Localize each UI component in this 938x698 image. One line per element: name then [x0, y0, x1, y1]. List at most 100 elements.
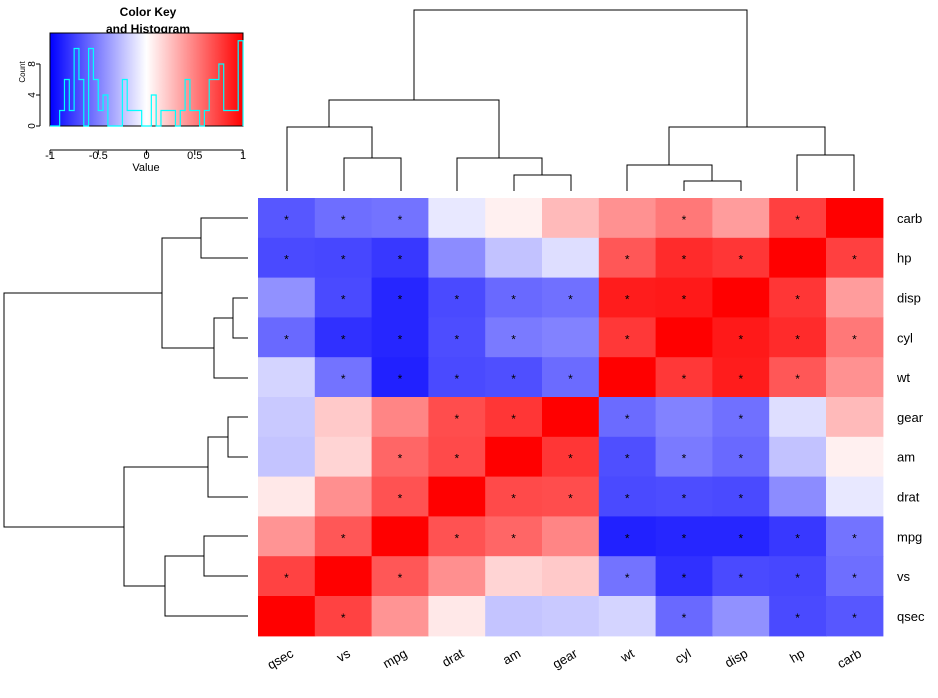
significance-marker: * [795, 213, 800, 227]
column-label: gear [550, 645, 581, 671]
heatmap-cell [826, 357, 884, 398]
heatmap-cell [769, 277, 827, 318]
heatmap-cell [371, 596, 429, 637]
row-label: vs [897, 569, 911, 584]
significance-marker: * [625, 332, 630, 346]
heatmap-cell [485, 436, 543, 478]
row-dendrogram [3, 217, 248, 617]
heatmap-cell [598, 198, 657, 239]
heatmap-cell [542, 317, 600, 358]
significance-marker: * [852, 253, 857, 267]
row-label: cyl [897, 330, 913, 345]
significance-marker: * [795, 372, 800, 386]
color-key-xlabel: Value [132, 162, 159, 174]
significance-marker: * [625, 571, 630, 585]
heatmap-cell [769, 436, 827, 478]
heatmap-cell [428, 237, 486, 279]
heatmap-cell [712, 556, 770, 597]
histogram-outline [50, 40, 244, 127]
heatmap-cell [655, 198, 713, 239]
heatmap-cell [258, 476, 316, 517]
heatmap-cell [598, 476, 657, 517]
heatmap-cell [258, 556, 316, 597]
significance-marker: * [398, 452, 403, 466]
row-labels: carb hp disp cyl wt gear am drat mpg vs qsec [896, 211, 925, 624]
row-label: mpg [897, 529, 922, 544]
heatmap-cell [655, 237, 713, 279]
heatmap-cell [258, 357, 316, 398]
heatmap-cell [258, 198, 316, 239]
row-label: disp [897, 291, 921, 306]
significance-marker: * [341, 293, 346, 307]
row-label: qsec [897, 609, 925, 624]
column-label: qsec [265, 645, 297, 672]
column-label: carb [834, 646, 863, 672]
significance-marker: * [795, 531, 800, 545]
heatmap-cell [655, 317, 713, 358]
heatmap-cell [485, 237, 543, 279]
heatmap-cell [314, 198, 373, 239]
heatmap-cell [655, 596, 713, 637]
heatmap-cell [542, 596, 600, 637]
significance-marker: * [454, 412, 459, 426]
column-labels: qsec vs mpg drat am gear wt cyl disp hp carb [265, 645, 864, 672]
significance-marker: * [454, 452, 459, 466]
key-x-tick-label: 0.5 [187, 150, 202, 162]
heatmap-cell [371, 436, 429, 478]
heatmap-cell [428, 397, 486, 438]
heatmap-cell [826, 556, 884, 597]
significance-marker: * [738, 452, 743, 466]
heatmap-cell [428, 556, 486, 597]
heatmap-cell [598, 516, 657, 557]
heatmap-cell [371, 237, 429, 279]
heatmap-cell [371, 357, 429, 398]
significance-marker: * [738, 531, 743, 545]
heatmap-cell [542, 277, 600, 318]
significance-marker: * [625, 293, 630, 307]
heatmap-cell [769, 317, 827, 358]
heatmap-cell [428, 198, 486, 239]
significance-marker: * [341, 611, 346, 625]
heatmap-cell [826, 277, 884, 318]
heatmap-cell [314, 476, 373, 517]
significance-marker: * [682, 492, 687, 506]
row-label: drat [897, 490, 920, 505]
heatmap-cell [371, 476, 429, 517]
heatmap-cell [485, 596, 543, 637]
row-label: carb [897, 211, 922, 226]
color-key-ylabel: Count [18, 61, 27, 83]
significance-marker: * [511, 332, 516, 346]
significance-marker: * [682, 531, 687, 545]
column-label: hp [787, 646, 807, 666]
heatmap-cell [712, 237, 770, 279]
heatmap-cell [314, 596, 373, 637]
heatmap-cell [769, 516, 827, 557]
significance-marker: * [682, 253, 687, 267]
significance-marker: * [682, 293, 687, 307]
heatmap-cell [542, 397, 600, 438]
significance-marker: * [398, 213, 403, 227]
significance-marker: * [511, 412, 516, 426]
heatmap-cell [371, 516, 429, 557]
heatmap-cell [712, 596, 770, 637]
heatmap-cell [542, 237, 600, 279]
significance-marker: * [625, 253, 630, 267]
significance-marker: * [511, 293, 516, 307]
heatmap-cell [598, 277, 657, 318]
heatmap-cell [655, 357, 713, 398]
significance-marker: * [625, 531, 630, 545]
heatmap-cell [428, 516, 486, 557]
heatmap-cell [542, 357, 600, 398]
heatmap-cell [769, 596, 827, 637]
significance-marker: * [398, 492, 403, 506]
heatmap-cell [428, 317, 486, 358]
significance-marker: * [568, 293, 573, 307]
significance-marker: * [341, 372, 346, 386]
significance-marker: * [454, 531, 459, 545]
heatmap-cell [769, 357, 827, 398]
heatmap-cell [485, 397, 543, 438]
key-x-tick-label: -0.5 [89, 150, 108, 162]
heatmap-cell [314, 237, 373, 279]
heatmap-cell [428, 277, 486, 318]
column-label: vs [334, 645, 353, 665]
